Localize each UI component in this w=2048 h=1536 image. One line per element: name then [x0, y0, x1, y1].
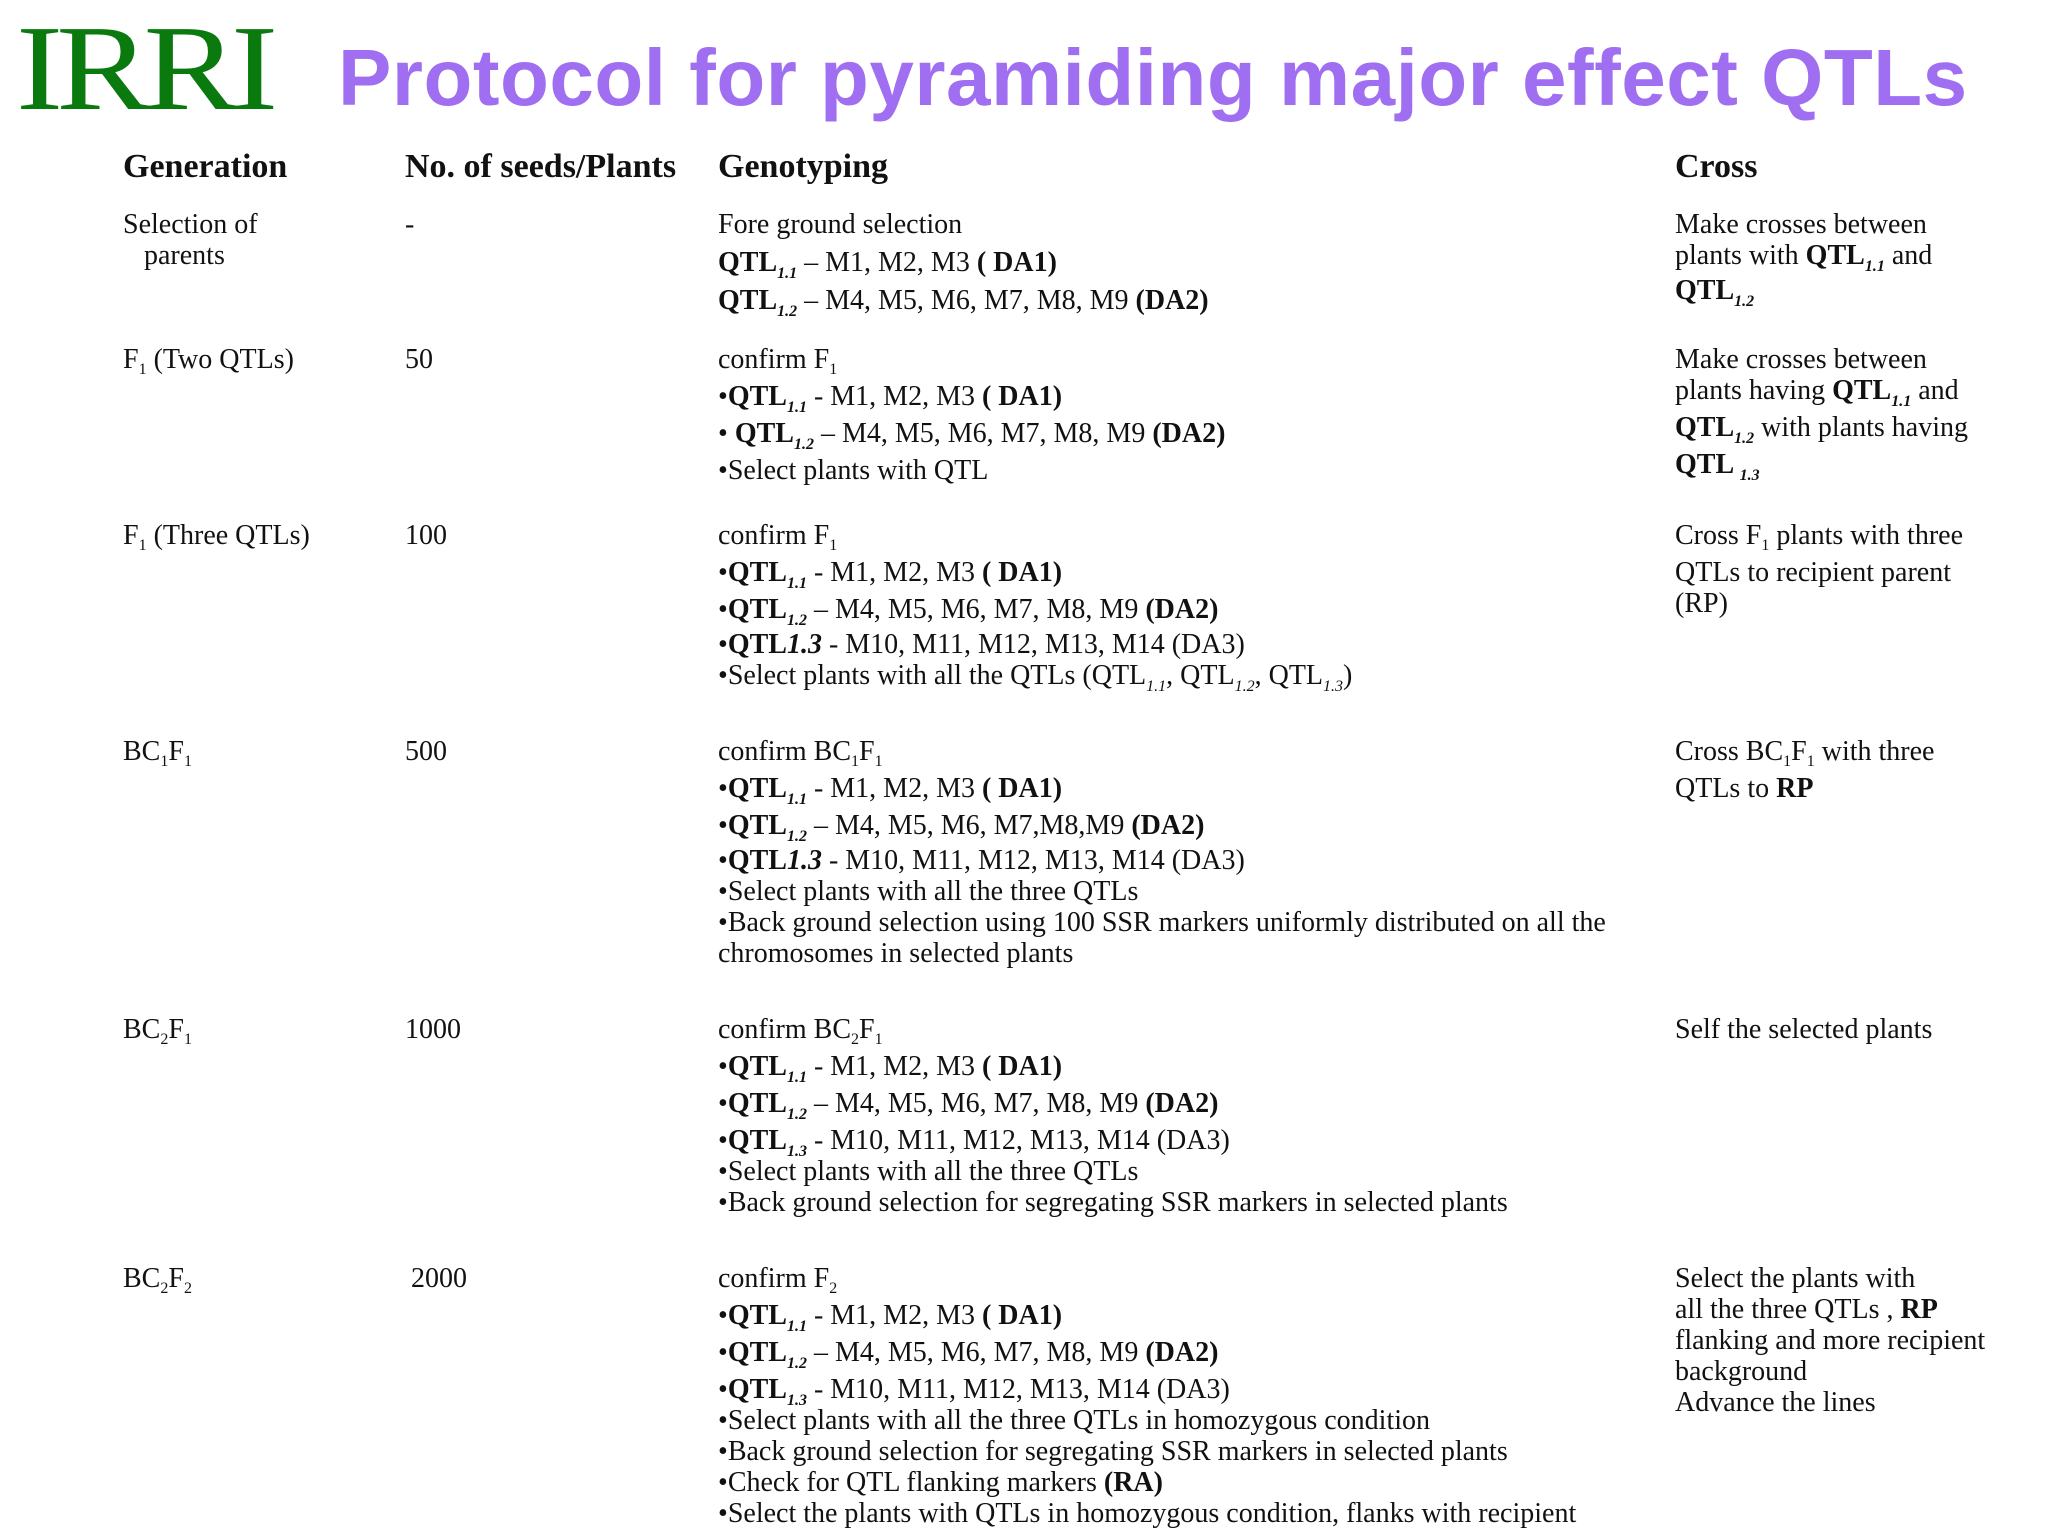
row4-seeds: 500	[405, 736, 447, 767]
row4-cross: Cross BC1F1 with three QTLs to RP	[1675, 736, 1935, 804]
row5-cross: Self the selected plants	[1675, 1014, 1933, 1045]
row6-seeds: 2000	[411, 1263, 467, 1294]
irri-logo: IRRI	[16, 1, 278, 136]
row4-generation: BC1F1	[123, 736, 192, 770]
row3-seeds: 100	[405, 520, 447, 551]
row1-generation: Selection of parents	[123, 209, 258, 271]
header-seeds: No. of seeds/Plants	[405, 148, 677, 185]
row6-cross: Select the plants with all the three QTL…	[1675, 1263, 1986, 1418]
slide-title: Protocol for pyramiding major effect QTL…	[338, 33, 1968, 122]
row5-genotyping: confirm BC2F1 •QTL1.1 - M1, M2, M3 ( DA1…	[718, 1014, 1508, 1218]
row2-generation: F1 (Two QTLs)	[123, 344, 294, 378]
row1-genotyping: Fore ground selection QTL1.1 – M1, M2, M…	[718, 209, 1209, 320]
header-cross: Cross	[1675, 148, 1758, 185]
row2-genotyping: confirm F1 •QTL1.1 - M1, M2, M3 ( DA1) •…	[718, 344, 1226, 486]
header-generation: Generation	[123, 148, 288, 185]
row1-seeds: -	[405, 209, 415, 240]
row1-cross: Make crosses between plants with QTL1.1 …	[1675, 209, 1933, 310]
row4-genotyping: confirm BC1F1 •QTL1.1 - M1, M2, M3 ( DA1…	[718, 736, 1606, 969]
row5-generation: BC2F1	[123, 1014, 192, 1048]
row3-genotyping: confirm F1 •QTL1.1 - M1, M2, M3 ( DA1) •…	[718, 520, 1353, 695]
row6-genotyping: confirm F2 •QTL1.1 - M1, M2, M3 ( DA1) •…	[718, 1263, 1577, 1529]
row2-cross: Make crosses between plants having QTL1.…	[1675, 344, 1969, 484]
row3-generation: F1 (Three QTLs)	[123, 520, 310, 554]
row3-cross: Cross F1 plants with three QTLs to recip…	[1675, 520, 1963, 619]
row6-generation: BC2F2	[123, 1263, 192, 1297]
row2-seeds: 50	[405, 344, 433, 375]
row5-seeds: 1000	[405, 1014, 461, 1045]
header-genotyping: Genotyping	[718, 148, 889, 185]
